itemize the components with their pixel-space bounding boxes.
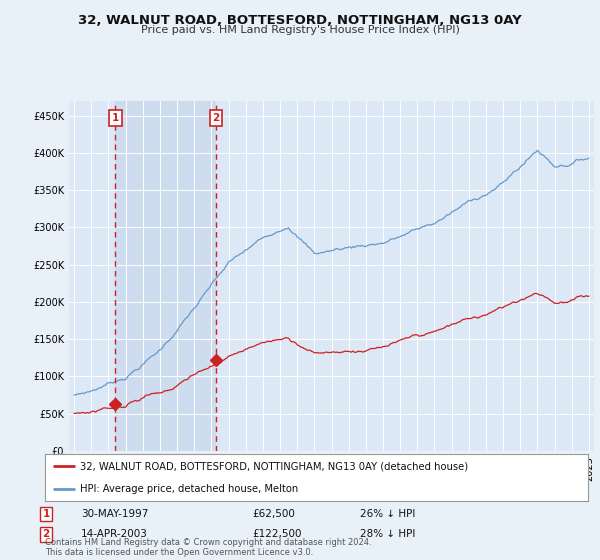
Text: Contains HM Land Registry data © Crown copyright and database right 2024.
This d: Contains HM Land Registry data © Crown c…	[45, 538, 371, 557]
Text: £122,500: £122,500	[252, 529, 302, 539]
Bar	[115, 101, 216, 451]
Text: 2: 2	[212, 113, 220, 123]
Text: 14-APR-2003: 14-APR-2003	[81, 529, 148, 539]
Text: HPI: Average price, detached house, Melton: HPI: Average price, detached house, Melt…	[80, 484, 299, 494]
Text: 26% ↓ HPI: 26% ↓ HPI	[360, 509, 415, 519]
Text: 28% ↓ HPI: 28% ↓ HPI	[360, 529, 415, 539]
Text: 2: 2	[43, 529, 50, 539]
Text: 30-MAY-1997: 30-MAY-1997	[81, 509, 148, 519]
Text: 32, WALNUT ROAD, BOTTESFORD, NOTTINGHAM, NG13 0AY (detached house): 32, WALNUT ROAD, BOTTESFORD, NOTTINGHAM,…	[80, 461, 469, 472]
Text: £62,500: £62,500	[252, 509, 295, 519]
Text: 1: 1	[43, 509, 50, 519]
Text: 32, WALNUT ROAD, BOTTESFORD, NOTTINGHAM, NG13 0AY: 32, WALNUT ROAD, BOTTESFORD, NOTTINGHAM,…	[78, 14, 522, 27]
Text: Price paid vs. HM Land Registry's House Price Index (HPI): Price paid vs. HM Land Registry's House …	[140, 25, 460, 35]
Text: 1: 1	[112, 113, 119, 123]
